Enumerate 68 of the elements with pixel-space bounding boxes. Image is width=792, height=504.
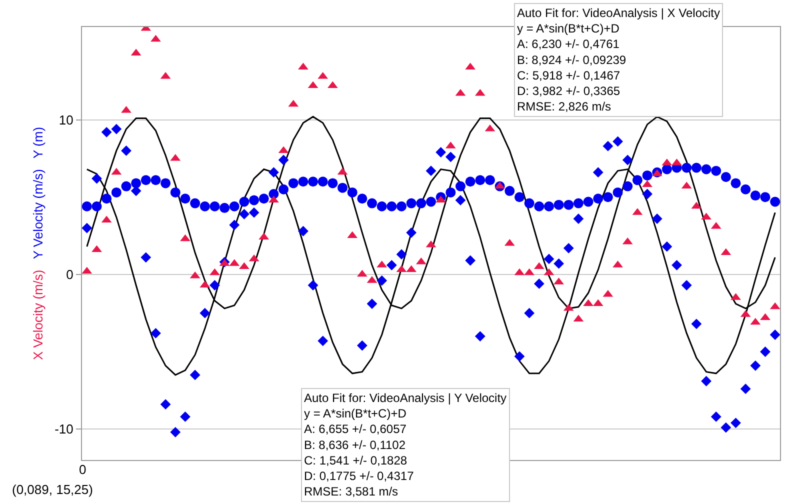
text: Y (m) bbox=[30, 126, 46, 158]
point bbox=[592, 167, 604, 178]
point bbox=[750, 360, 761, 371]
point bbox=[652, 214, 662, 224]
point bbox=[356, 340, 368, 351]
text: (0,089, 15,25) bbox=[12, 482, 93, 497]
point bbox=[298, 226, 308, 236]
point bbox=[366, 298, 378, 310]
point bbox=[612, 136, 623, 147]
point bbox=[445, 152, 456, 162]
point bbox=[82, 222, 92, 234]
point bbox=[740, 384, 751, 394]
point bbox=[642, 188, 652, 200]
point bbox=[239, 208, 250, 220]
point bbox=[662, 241, 672, 252]
point bbox=[180, 412, 190, 422]
point bbox=[573, 214, 584, 224]
point bbox=[672, 260, 682, 270]
point bbox=[701, 376, 712, 386]
point bbox=[278, 154, 289, 166]
point bbox=[681, 280, 692, 290]
point bbox=[121, 146, 132, 156]
point bbox=[691, 318, 702, 330]
point bbox=[200, 308, 210, 318]
point bbox=[524, 308, 535, 318]
point bbox=[170, 426, 181, 438]
point bbox=[376, 275, 388, 286]
text: Y Velocity (m/s) bbox=[30, 169, 46, 260]
point bbox=[406, 227, 417, 238]
point bbox=[760, 346, 770, 357]
y-tick-label: 10 bbox=[58, 112, 74, 128]
point bbox=[554, 258, 564, 269]
point bbox=[229, 220, 240, 230]
point bbox=[622, 154, 633, 166]
point bbox=[190, 370, 200, 380]
point bbox=[730, 418, 741, 428]
point bbox=[544, 254, 554, 264]
point bbox=[210, 280, 220, 290]
point bbox=[386, 260, 397, 270]
text: 0 bbox=[79, 462, 86, 477]
point bbox=[111, 124, 122, 134]
point bbox=[602, 140, 614, 152]
annotation: Auto Fit for: VideoAnalysis | Y Velocity y = A*sin(B*t+C)+D A: 6,655 +/- 0,6057 B: 8,636 +/- 0,1102 C: 1,541 +/- 0,1828 D: 0,1775 +/- 0,4317 RMSE: 3,581 m/s bbox=[304, 391, 507, 499]
point bbox=[534, 278, 544, 289]
point bbox=[720, 422, 732, 433]
point bbox=[318, 336, 328, 346]
point bbox=[710, 412, 722, 422]
point bbox=[140, 252, 152, 263]
point bbox=[160, 399, 171, 410]
point bbox=[248, 207, 260, 218]
point bbox=[465, 255, 476, 266]
y-tick-label: 0 bbox=[66, 266, 74, 282]
point bbox=[268, 167, 279, 178]
point bbox=[396, 249, 407, 260]
point bbox=[436, 147, 446, 158]
point bbox=[563, 242, 574, 254]
text: X Velocity (m/s) bbox=[30, 270, 46, 360]
y-tick-label: -10 bbox=[54, 422, 74, 437]
annotation: Auto Fit for: VideoAnalysis | X Velocity y = A*sin(B*t+C)+D A: 6,230 +/- 0,4761 B: 8,924 +/- 0,09239 C: 5,918 +/- 0,1467 D: 3,982 +/- 0,3365 RMSE: 2,826 m/s bbox=[517, 6, 720, 114]
point bbox=[455, 195, 466, 206]
point bbox=[770, 330, 780, 340]
point bbox=[474, 331, 486, 342]
point bbox=[308, 280, 318, 290]
point bbox=[514, 351, 525, 362]
point bbox=[426, 166, 436, 176]
point bbox=[92, 173, 102, 184]
point bbox=[150, 328, 161, 338]
point bbox=[101, 126, 112, 138]
